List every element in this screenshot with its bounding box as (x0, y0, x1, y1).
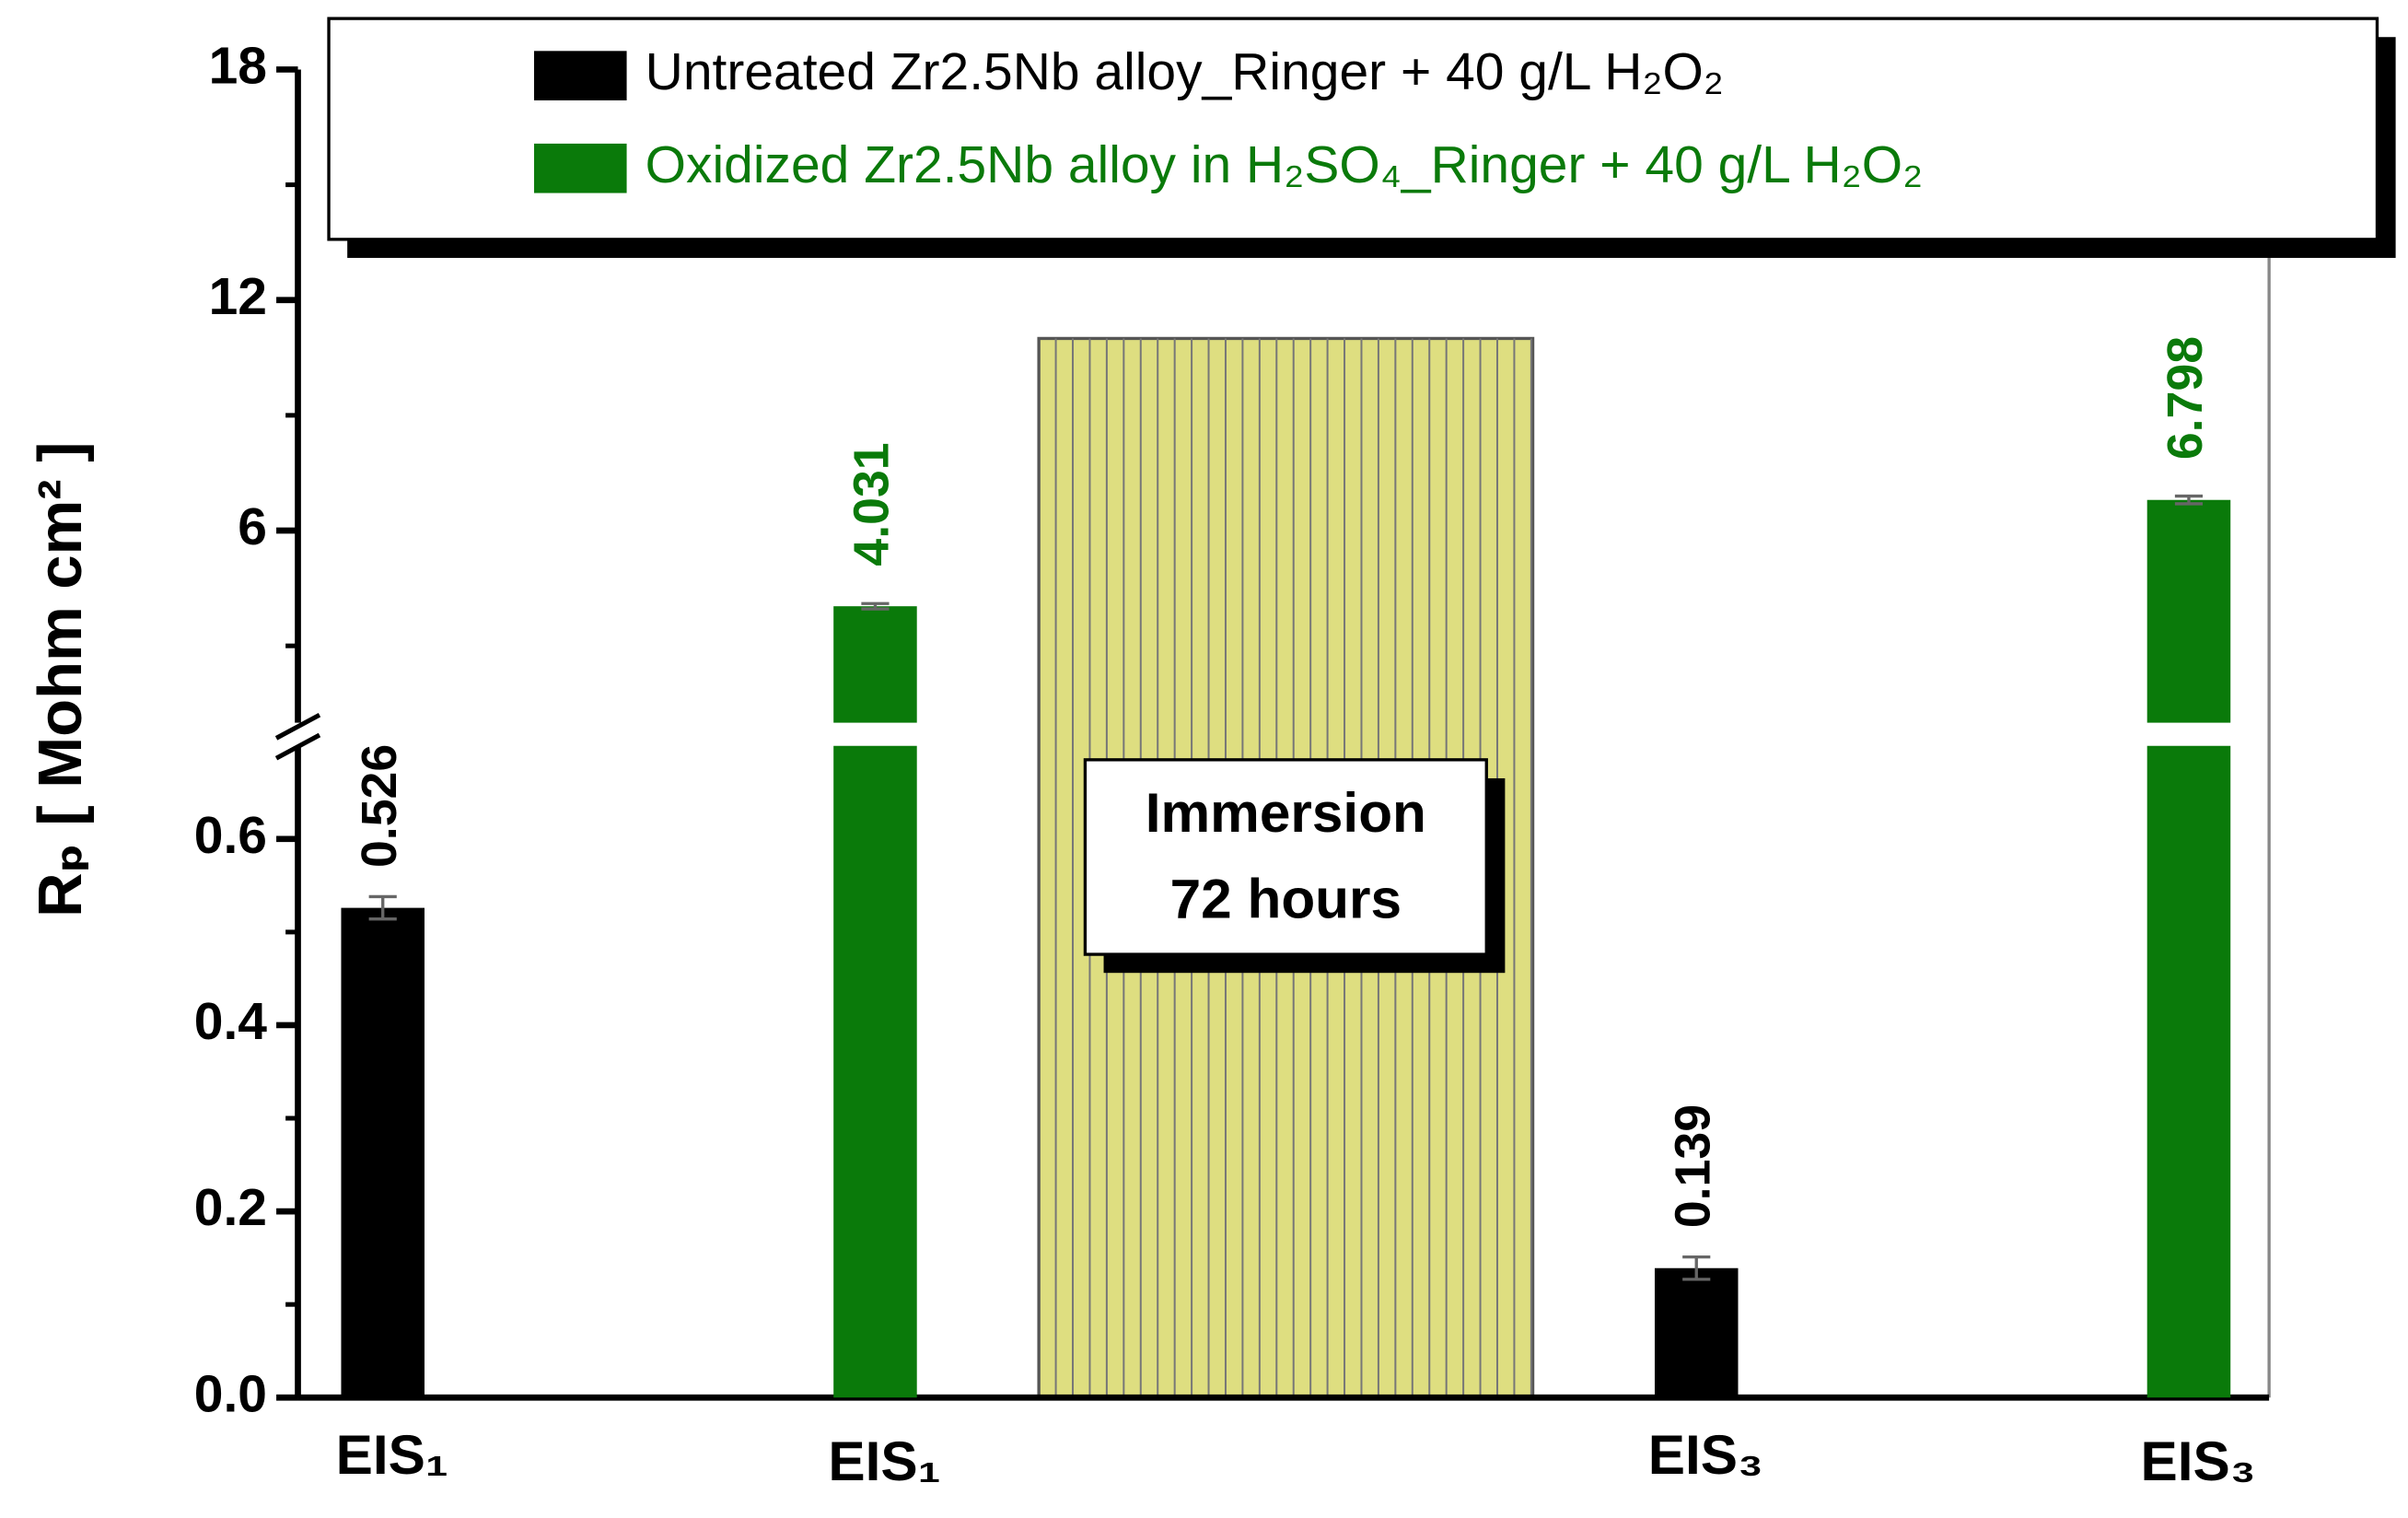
legend-box (327, 17, 2379, 241)
bar (2146, 499, 2231, 723)
bar (1654, 1267, 1739, 1398)
legend-swatch (533, 51, 627, 100)
bar (833, 606, 917, 723)
bar (2146, 745, 2231, 1398)
y-tick-label: 18 (209, 36, 267, 95)
error-bar (1682, 1255, 1711, 1281)
axis-break (274, 713, 321, 741)
x-tick-label: EIS₁ (828, 1430, 940, 1492)
y-tick-label: 0.2 (194, 1178, 267, 1237)
annotation-box (1083, 758, 1488, 956)
legend-swatch (533, 143, 627, 193)
y-tick-label: 0.4 (194, 992, 268, 1051)
y-axis-label: Rₚ [ Mohm cm² ] (26, 441, 95, 917)
error-bar (861, 601, 890, 611)
x-tick-label: EIS₃ (2140, 1430, 2255, 1492)
annotation-text: 72 hours (1170, 868, 1402, 930)
axis-break (274, 732, 321, 761)
value-label: 6.798 (2158, 336, 2213, 460)
error-bar (368, 894, 397, 921)
value-label: 4.031 (844, 442, 900, 566)
x-tick-label: EIS₃ (1648, 1423, 1763, 1486)
error-bar (2174, 494, 2204, 506)
legend-label: Oxidized Zr2.5Nb alloy in H₂SO₄_Ringer +… (646, 135, 1924, 194)
y-tick-label: 0.0 (194, 1364, 267, 1423)
x-tick-label: EIS₁ (336, 1423, 448, 1486)
y-tick-label: 12 (209, 267, 267, 326)
bar (341, 907, 425, 1398)
annotation-text: Immersion (1146, 781, 1426, 844)
y-tick-label: 0.6 (194, 806, 267, 865)
legend-label: Untreated Zr2.5Nb alloy_Ringer + 40 g/L … (646, 42, 1724, 101)
bar (833, 745, 917, 1398)
value-label: 0.526 (352, 744, 407, 868)
y-tick-label: 6 (238, 497, 267, 556)
value-label: 0.139 (1665, 1104, 1720, 1228)
